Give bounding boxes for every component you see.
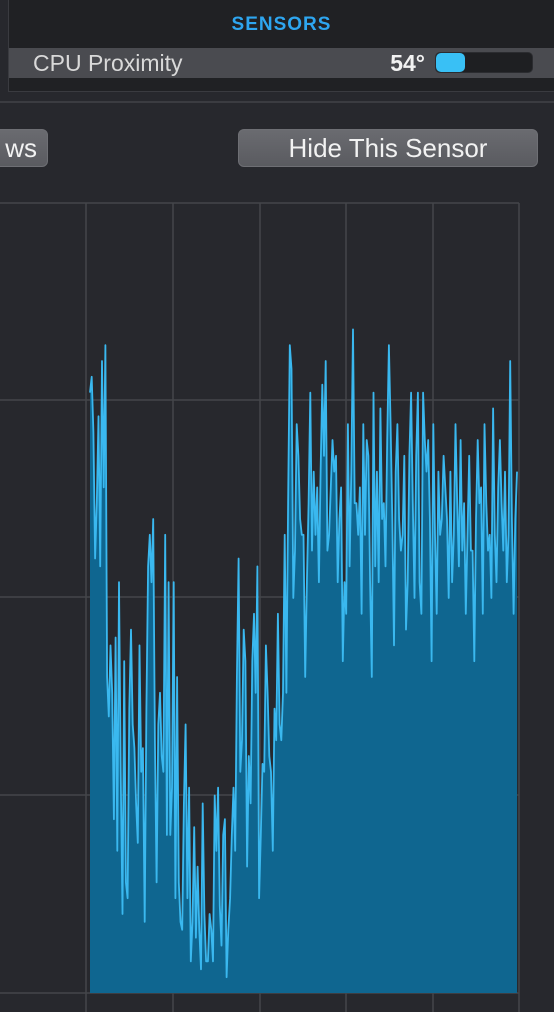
series-area-fill (90, 329, 517, 993)
sensors-header: SENSORS (231, 14, 332, 35)
sensor-temperature-value: 54° (390, 50, 425, 76)
hide-this-sensor-button[interactable]: Hide This Sensor (238, 129, 538, 167)
series-line (89, 328, 518, 979)
sensor-level-bar (435, 52, 533, 73)
sensor-name: CPU Proximity (33, 50, 183, 76)
partial-left-button[interactable]: ws (0, 129, 48, 167)
sensor-row-cpu-proximity[interactable]: CPU Proximity 54° (9, 48, 554, 78)
chart-series (89, 328, 518, 993)
sensors-panel: SENSORS CPU Proximity 54° (8, 0, 554, 92)
sensor-level-fill (436, 53, 465, 72)
panel-divider (0, 101, 554, 103)
